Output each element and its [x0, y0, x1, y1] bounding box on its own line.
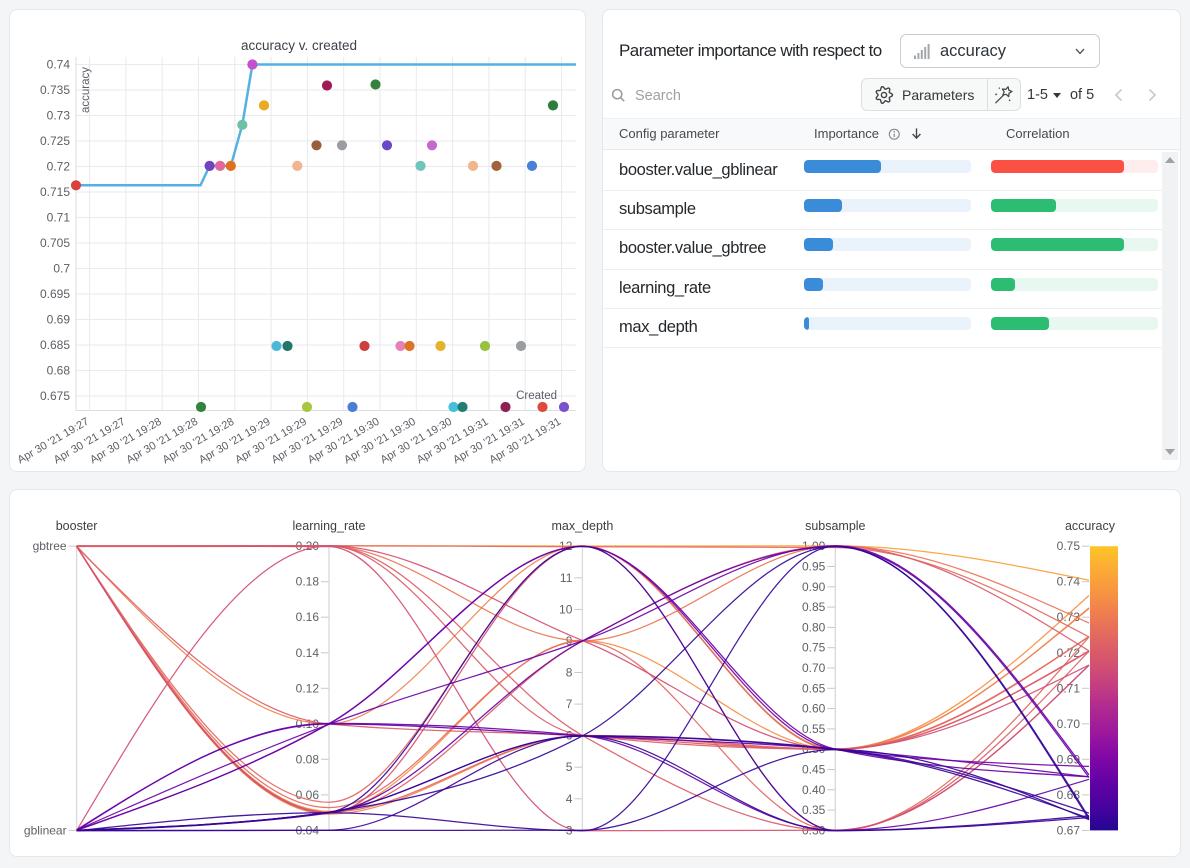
svg-text:0.725: 0.725	[40, 134, 70, 148]
svg-text:Created: Created	[516, 390, 557, 402]
svg-text:0.74: 0.74	[47, 58, 71, 72]
svg-text:0.12: 0.12	[296, 681, 320, 695]
svg-text:8: 8	[566, 666, 573, 680]
svg-text:0.675: 0.675	[40, 389, 70, 403]
svg-text:0.735: 0.735	[40, 83, 70, 97]
svg-text:0.74: 0.74	[1057, 575, 1081, 589]
svg-text:0.75: 0.75	[802, 641, 826, 655]
svg-text:0.14: 0.14	[296, 646, 320, 660]
svg-text:0.70: 0.70	[1057, 717, 1081, 731]
svg-text:accuracy: accuracy	[80, 67, 92, 113]
svg-text:0.69: 0.69	[47, 313, 71, 327]
svg-text:0.16: 0.16	[296, 610, 320, 624]
svg-text:0.685: 0.685	[40, 338, 70, 352]
svg-text:0.695: 0.695	[40, 287, 70, 301]
svg-text:0.45: 0.45	[802, 763, 826, 777]
svg-text:0.18: 0.18	[296, 575, 320, 589]
svg-text:0.40: 0.40	[802, 783, 826, 797]
svg-text:subsample: subsample	[805, 519, 865, 533]
svg-text:gblinear: gblinear	[24, 823, 67, 837]
svg-text:10: 10	[559, 602, 573, 616]
svg-text:0.71: 0.71	[47, 211, 71, 225]
svg-text:7: 7	[566, 697, 573, 711]
svg-text:0.72: 0.72	[47, 160, 71, 174]
svg-text:0.35: 0.35	[802, 803, 826, 817]
svg-text:gbtree: gbtree	[33, 539, 67, 553]
svg-text:9: 9	[566, 634, 573, 648]
svg-text:4: 4	[566, 792, 573, 806]
svg-text:learning_rate: learning_rate	[293, 519, 366, 533]
svg-text:0.06: 0.06	[296, 788, 320, 802]
svg-text:0.70: 0.70	[802, 661, 826, 675]
svg-text:accuracy: accuracy	[1065, 519, 1116, 533]
svg-text:0.85: 0.85	[802, 600, 826, 614]
svg-text:0.60: 0.60	[802, 702, 826, 716]
svg-text:0.75: 0.75	[1057, 539, 1081, 553]
svg-text:max_depth: max_depth	[551, 519, 613, 533]
svg-text:0.715: 0.715	[40, 185, 70, 199]
svg-text:0.65: 0.65	[802, 681, 826, 695]
svg-text:0.72: 0.72	[1057, 646, 1081, 660]
svg-text:0.67: 0.67	[1057, 823, 1081, 837]
svg-text:0.68: 0.68	[1057, 788, 1081, 802]
svg-text:5: 5	[566, 760, 573, 774]
svg-text:0.68: 0.68	[47, 364, 71, 378]
svg-text:0.80: 0.80	[802, 620, 826, 634]
svg-text:0.73: 0.73	[47, 109, 71, 123]
svg-text:accuracy v. created: accuracy v. created	[241, 38, 357, 53]
svg-text:booster: booster	[56, 519, 98, 533]
svg-text:0.7: 0.7	[53, 262, 70, 276]
svg-text:0.08: 0.08	[296, 752, 320, 766]
svg-text:11: 11	[560, 571, 573, 585]
svg-text:0.90: 0.90	[802, 580, 826, 594]
svg-text:0.55: 0.55	[802, 722, 826, 736]
svg-text:0.705: 0.705	[40, 236, 70, 250]
svg-text:0.95: 0.95	[802, 560, 826, 574]
